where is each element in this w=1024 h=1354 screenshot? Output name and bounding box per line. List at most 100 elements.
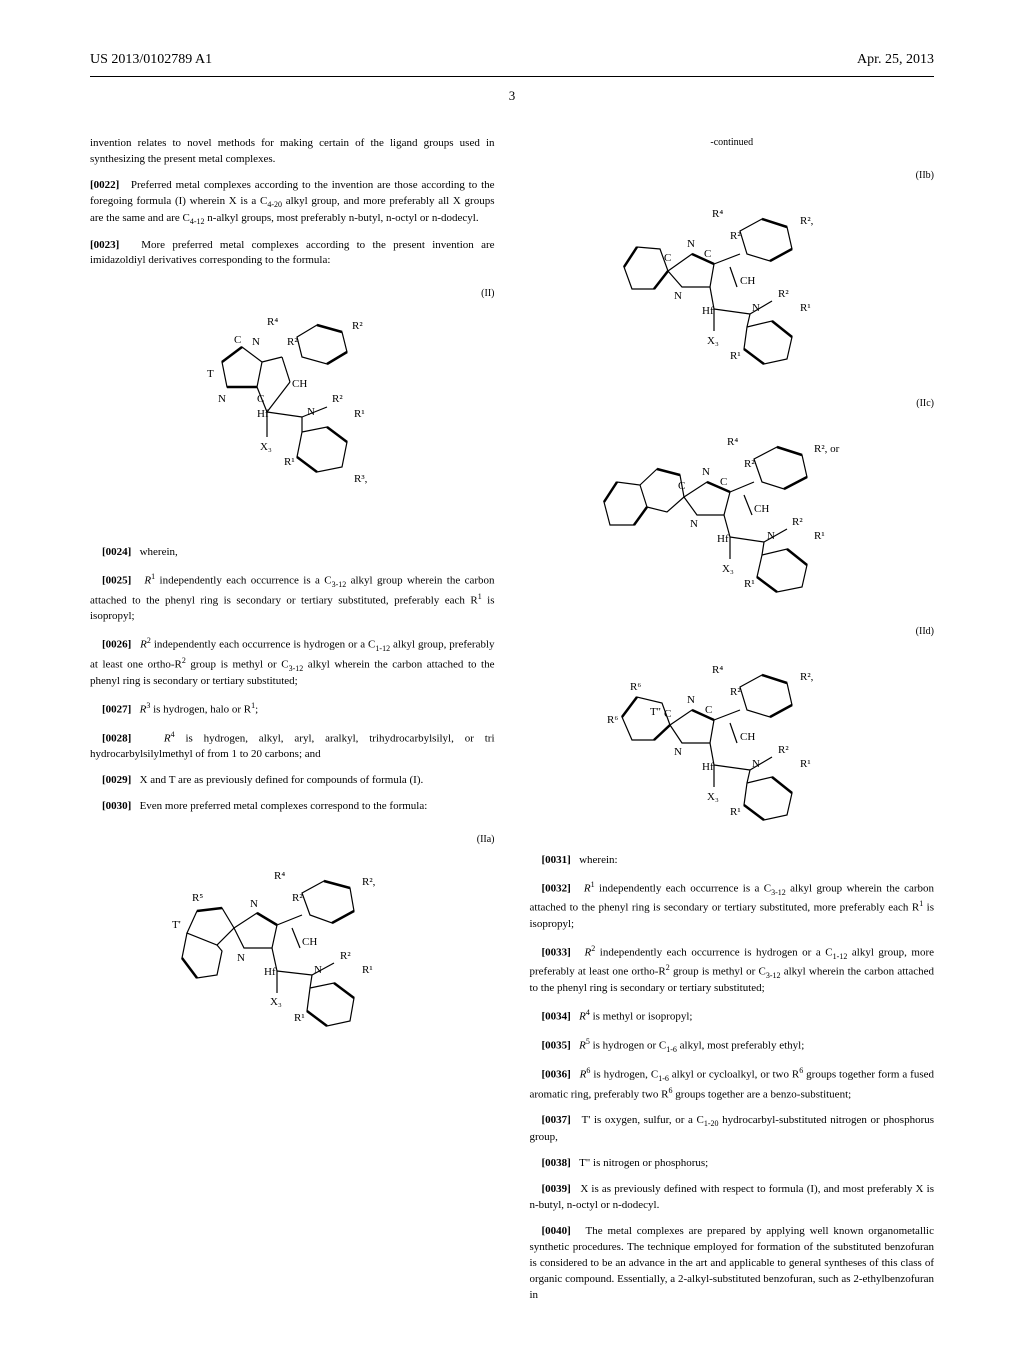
formula-IIc: (IIc) NN CC R⁴R² R², orCH HfR² NR¹ X₃R¹ (530, 397, 935, 607)
para-num: [0039] (542, 1183, 571, 1195)
svg-text:CH: CH (302, 936, 317, 948)
paragraph-24: [0024] wherein, (90, 545, 495, 561)
p27-text-c: ; (255, 704, 258, 716)
p36-b: is hydrogen, C (590, 1069, 658, 1081)
svg-text:R²: R² (778, 744, 789, 756)
paragraph-39: [0039] X is as previously defined with r… (530, 1182, 935, 1214)
svg-text:N: N (687, 238, 695, 250)
paragraph-23: [0023] More preferred metal complexes ac… (90, 238, 495, 270)
p28-text-b: is hydrogen, alkyl, aryl, aralkyl, trihy… (90, 732, 495, 760)
p30-text: Even more preferred metal complexes corr… (140, 800, 428, 812)
content-columns: invention relates to novel methods for m… (90, 136, 934, 1314)
intro-continuation: invention relates to novel methods for m… (90, 136, 495, 168)
paragraph-32: [0032] R1 independently each occurrence … (530, 879, 935, 933)
para-num: [0033] (542, 946, 571, 958)
page-header: US 2013/0102789 A1 Apr. 25, 2013 (90, 50, 934, 77)
formula-label: (IIb) (916, 169, 934, 184)
publication-number: US 2013/0102789 A1 (90, 50, 212, 70)
svg-text:R⁴: R⁴ (727, 436, 738, 448)
paragraph-28: [0028] R4 is hydrogen, alkyl, aryl, aral… (90, 729, 495, 764)
para-num: [0032] (542, 882, 571, 894)
para-num: [0027] (102, 704, 131, 716)
formula-IIa-diagram: R⁵ T' N N R⁴ R² R², CH Hf R² N R¹ X₃ R¹ (162, 833, 422, 1033)
svg-text:C: C (664, 708, 671, 720)
para-num: [0023] (90, 239, 119, 251)
p35-b: is hydrogen or C (590, 1040, 666, 1052)
p22-text-c: n-alkyl groups, most preferably n-butyl,… (205, 212, 479, 224)
p37-a: T' is oxygen, sulfur, or a C (582, 1114, 704, 1126)
svg-text:CH: CH (740, 731, 755, 743)
paragraph-36: [0036] R6 is hydrogen, C1-6 alkyl or cyc… (530, 1065, 935, 1103)
p33-d: group is methyl or C (670, 966, 766, 978)
svg-text:N: N (250, 898, 258, 910)
svg-text:R²,: R², (800, 215, 814, 227)
paragraph-35: [0035] R5 is hydrogen or C1-6 alkyl, mos… (530, 1036, 935, 1055)
svg-text:R¹: R¹ (800, 302, 811, 314)
formula-II-diagram: T C N N C R⁴ R² R² CH Hf R² N R¹ X₃ R¹ R… (172, 287, 412, 527)
p22-sub2: 4-12 (190, 217, 205, 226)
svg-text:N: N (752, 758, 760, 770)
svg-text:N: N (314, 964, 322, 976)
right-column: -continued (IIb) N N C C R⁴ R² R², CH Hf R² N… (530, 136, 935, 1314)
left-column: invention relates to novel methods for m… (90, 136, 495, 1314)
para-num: [0036] (542, 1069, 571, 1081)
svg-text:N: N (218, 393, 226, 405)
formula-IIc-diagram: NN CC R⁴R² R², orCH HfR² NR¹ X₃R¹ (592, 397, 872, 607)
p40-text: The metal complexes are prepared by appl… (530, 1225, 935, 1301)
paragraph-40: [0040] The metal complexes are prepared … (530, 1224, 935, 1304)
svg-text:R¹: R¹ (362, 964, 373, 976)
formula-label: (IIc) (916, 397, 934, 412)
p36-sub1: 1-6 (658, 1074, 669, 1083)
formula-label: (II) (481, 287, 494, 302)
paragraph-38: [0038] T" is nitrogen or phosphorus; (530, 1156, 935, 1172)
p39-text: X is as previously defined with respect … (530, 1183, 935, 1211)
svg-text:Hf: Hf (702, 305, 714, 317)
p32-b: independently each occurrence is a C (595, 882, 771, 894)
svg-text:T: T (207, 368, 214, 380)
svg-text:R¹: R¹ (354, 408, 365, 420)
svg-text:C: C (704, 248, 711, 260)
continued-label: -continued (530, 136, 935, 151)
p25-text-b: independently each occurrence is a C (155, 575, 331, 587)
svg-text:R¹: R¹ (744, 578, 755, 590)
svg-text:R²: R² (292, 892, 303, 904)
paragraph-31: [0031] wherein: (530, 853, 935, 869)
p26-sub1: 1-12 (375, 644, 390, 653)
svg-text:R⁵: R⁵ (192, 892, 203, 904)
svg-text:X₃: X₃ (722, 563, 734, 575)
svg-text:N: N (237, 952, 245, 964)
para-num: [0025] (102, 575, 131, 587)
para-num: [0038] (542, 1157, 571, 1169)
svg-text:R²: R² (744, 458, 755, 470)
p33-sub1: 1-12 (833, 951, 848, 960)
para-num: [0035] (542, 1040, 571, 1052)
paragraph-37: [0037] T' is oxygen, sulfur, or a C1-20 … (530, 1113, 935, 1146)
p35-sub1: 1-6 (666, 1045, 677, 1054)
svg-text:X₃: X₃ (707, 791, 719, 803)
paragraph-34: [0034] R4 is methyl or isopropyl; (530, 1007, 935, 1026)
paragraph-29: [0029] X and T are as previously defined… (90, 773, 495, 789)
p38-text: T" is nitrogen or phosphorus; (579, 1157, 708, 1169)
p33-b: independently each occurrence is hydroge… (595, 946, 832, 958)
p32-sub1: 3-12 (771, 887, 786, 896)
para-num: [0037] (542, 1114, 571, 1126)
formula-IIb-diagram: NN CC R⁴R² R²,CH HfR² NR¹ X₃R¹ (602, 169, 862, 379)
svg-text:R²: R² (340, 950, 351, 962)
svg-text:R⁶: R⁶ (607, 714, 618, 726)
paragraph-30: [0030] Even more preferred metal complex… (90, 799, 495, 815)
para-num: [0024] (102, 546, 131, 558)
p37-sub1: 1-20 (704, 1120, 719, 1129)
svg-text:C: C (664, 252, 671, 264)
svg-text:Hf: Hf (257, 408, 269, 420)
paragraph-25: [0025] R1 independently each occurrence … (90, 571, 495, 625)
p36-e: groups together are a benzo-substituent; (672, 1088, 851, 1100)
formula-IId: (IId) R⁶R⁶ T'' NN CC R⁴R² R²,CH HfR² NR¹… (530, 625, 935, 835)
svg-text:N: N (674, 290, 682, 302)
p34-b: is methyl or isopropyl; (590, 1011, 693, 1023)
svg-text:R²: R² (730, 686, 741, 698)
svg-text:R²: R² (778, 288, 789, 300)
svg-text:N: N (702, 466, 710, 478)
svg-text:R¹: R¹ (730, 806, 741, 818)
p29-text: X and T are as previously defined for co… (140, 774, 424, 786)
svg-text:X₃: X₃ (260, 441, 272, 453)
